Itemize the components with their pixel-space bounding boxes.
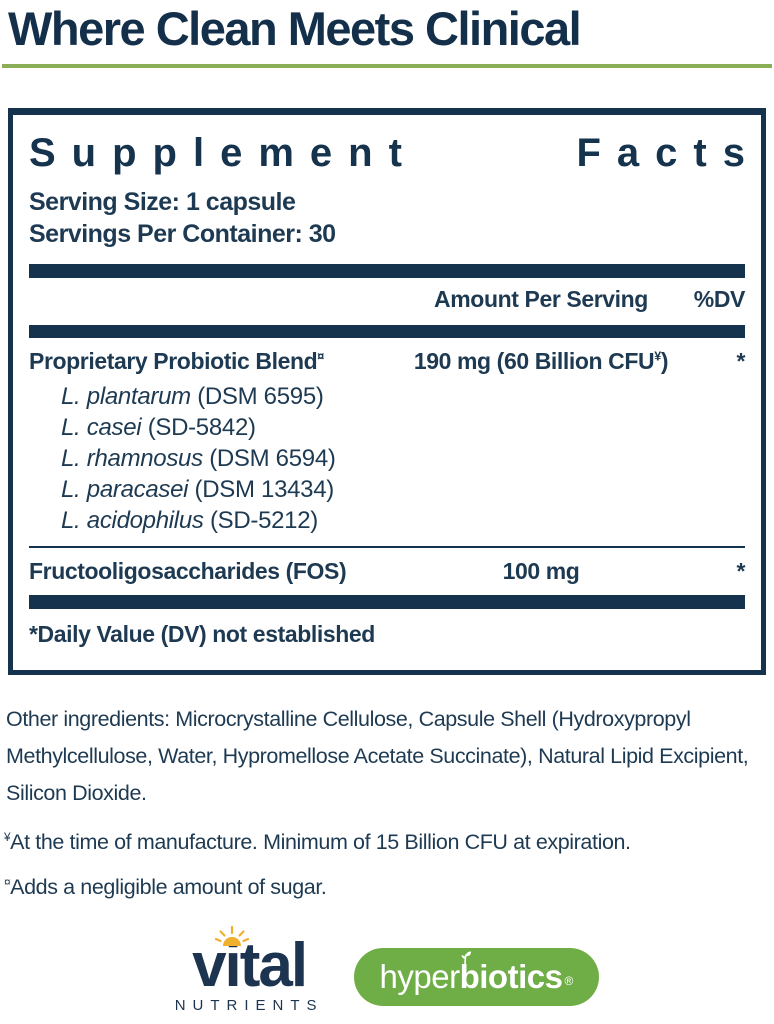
vital-nutrients-logo: vital NUTRIENTS <box>175 925 324 1014</box>
blend-amount-text: 190 mg (60 Billion CFU <box>413 348 655 375</box>
currency-mark: ¤ <box>4 875 11 890</box>
strain-species: L. rhamnosus <box>61 445 203 473</box>
probiotic-blend-amount: 190 mg (60 Billion CFU¥) <box>401 348 681 375</box>
serving-size-text: Serving Size: 1 capsule <box>29 188 296 217</box>
cfu-footnote: ¥At the time of manufacture. Minimum of … <box>4 822 764 857</box>
blend-name-text: Proprietary Probiotic Blend <box>29 348 318 375</box>
fos-dv: * <box>736 558 745 585</box>
strain-code: (DSM 6595) <box>197 383 324 411</box>
leaf-sprout-icon <box>461 951 471 967</box>
hyper-wordmark: hyper <box>379 957 461 995</box>
probiotic-strain-list: L. plantarum (DSM 6595) L. casei (SD-584… <box>61 381 745 536</box>
supplement-facts-heading: Supplement Facts <box>29 131 745 176</box>
strain-code: (SD-5842) <box>147 414 256 442</box>
vital-wordmark: vital <box>192 931 308 1000</box>
blend-amount-close: ) <box>660 348 669 375</box>
fos-amount: 100 mg <box>502 558 580 585</box>
yen-mark: ¥ <box>4 830 11 845</box>
facts-header-row: Amount Per Serving %DV <box>29 278 745 319</box>
fos-row: Fructooligosaccharides (FOS) 100 mg * <box>29 548 745 589</box>
strain-item: L. casei (SD-5842) <box>61 412 745 443</box>
divider-bar-top <box>29 264 745 279</box>
registered-trademark-symbol: ® <box>564 973 574 988</box>
biotics-wordmark: biotics <box>459 957 563 995</box>
amount-per-serving-header: Amount Per Serving <box>434 286 648 313</box>
strain-species: L. acidophilus <box>61 507 204 535</box>
divider-bar-header <box>29 325 745 339</box>
strain-item: L. plantarum (DSM 6595) <box>61 381 745 412</box>
cfu-footnote-text: At the time of manufacture. Minimum of 1… <box>10 830 631 855</box>
strain-item: L. paracasei (DSM 13434) <box>61 474 745 505</box>
supplement-facts-word-right: Facts <box>576 131 761 176</box>
nutrients-wordmark: NUTRIENTS <box>174 997 324 1014</box>
page-title: Where Clean Meets Clinical <box>8 2 582 55</box>
supplement-facts-word-left: Supplement <box>29 131 418 176</box>
brand-logos-row: vital NUTRIENTS hyper biotics ® <box>0 925 774 1014</box>
hyperbiotics-logo: hyper biotics ® <box>353 947 600 1006</box>
strain-species: L. casei <box>61 414 142 442</box>
strain-species: L. plantarum <box>61 383 191 411</box>
strain-code: (SD-5212) <box>209 507 318 535</box>
divider-bar-bottom <box>29 595 745 610</box>
strain-code: (DSM 13434) <box>194 476 335 504</box>
green-divider-rule <box>2 64 772 69</box>
strain-code: (DSM 6594) <box>209 445 336 473</box>
servings-per-container-text: Servings Per Container: 30 <box>29 220 336 249</box>
strain-species: L. paracasei <box>61 476 189 504</box>
sugar-footnote-text: Adds a negligible amount of sugar. <box>10 875 327 900</box>
sugar-footnote: ¤Adds a negligible amount of sugar. <box>4 867 764 902</box>
probiotic-blend-name: Proprietary Probiotic Blend¤ <box>29 348 401 375</box>
supplement-facts-panel: Supplement Facts Serving Size: 1 capsule… <box>8 108 766 676</box>
fos-name: Fructooligosaccharides (FOS) <box>29 558 347 585</box>
percent-dv-header: %DV <box>693 286 746 313</box>
divider-rule-thin <box>29 546 745 549</box>
probiotic-blend-dv: * <box>736 348 745 375</box>
blend-cfu-mark: ¥ <box>654 349 661 364</box>
other-ingredients-paragraph: Other ingredients: Microcrystalline Cell… <box>6 707 749 806</box>
strain-item: L. rhamnosus (DSM 6594) <box>61 443 745 474</box>
probiotic-blend-row: Proprietary Probiotic Blend¤ 190 mg (60 … <box>29 338 745 379</box>
blend-sugar-mark: ¤ <box>317 349 324 364</box>
daily-value-note: *Daily Value (DV) not established <box>29 621 375 648</box>
strain-item: L. acidophilus (SD-5212) <box>61 505 745 536</box>
sun-icon <box>214 925 249 946</box>
